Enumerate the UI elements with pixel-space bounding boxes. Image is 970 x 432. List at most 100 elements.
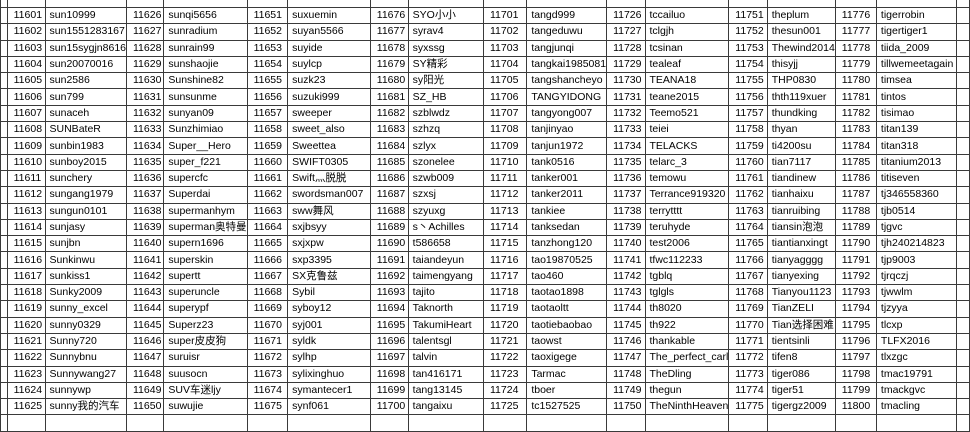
username-cell[interactable]: Sybil — [287, 284, 371, 302]
username-cell[interactable]: taowst — [526, 332, 608, 351]
username-cell[interactable]: tangaixu — [407, 398, 485, 416]
id-cell[interactable]: 11651 — [246, 6, 289, 25]
empty-cell[interactable] — [0, 137, 8, 155]
empty-cell[interactable] — [44, 414, 128, 432]
id-cell[interactable]: 11773 — [728, 365, 768, 383]
id-cell[interactable]: 11779 — [834, 55, 877, 74]
empty-cell[interactable] — [955, 153, 970, 171]
empty-cell[interactable] — [0, 316, 8, 334]
empty-cell[interactable] — [955, 365, 970, 383]
username-cell[interactable]: taotiebaobao — [526, 316, 608, 334]
id-cell[interactable]: 11696 — [369, 332, 409, 351]
username-cell[interactable]: Sunkinwu — [44, 251, 128, 269]
username-cell[interactable]: tank0516 — [526, 153, 608, 171]
username-cell[interactable]: suzk23 — [287, 72, 371, 90]
id-cell[interactable]: 11752 — [728, 23, 768, 41]
empty-cell[interactable] — [644, 0, 730, 9]
id-cell[interactable]: 11720 — [482, 316, 528, 334]
username-cell[interactable]: supern1696 — [163, 235, 248, 253]
username-cell[interactable]: teruhyde — [644, 218, 730, 237]
empty-cell[interactable] — [955, 235, 970, 253]
id-cell[interactable]: 11657 — [246, 104, 289, 123]
username-cell[interactable]: tanker2011 — [526, 186, 608, 204]
id-cell[interactable]: 11632 — [125, 104, 165, 123]
id-cell[interactable]: 11646 — [125, 332, 165, 351]
username-cell[interactable]: ti4200su — [766, 137, 836, 155]
username-cell[interactable]: sunradium — [163, 23, 248, 41]
username-cell[interactable]: suylcp — [287, 55, 371, 74]
username-cell[interactable]: tigerrobin — [875, 6, 957, 25]
username-cell[interactable]: titanium2013 — [875, 153, 957, 171]
id-cell[interactable]: 11630 — [125, 72, 165, 90]
username-cell[interactable]: sunsunme — [163, 88, 248, 106]
username-cell[interactable]: taotao1898 — [526, 284, 608, 302]
username-cell[interactable]: tian7117 — [766, 153, 836, 171]
username-cell[interactable]: thesun001 — [766, 23, 836, 41]
id-cell[interactable]: 11798 — [834, 365, 877, 383]
username-cell[interactable]: Tian选择困难 — [766, 316, 836, 334]
username-cell[interactable]: taiandeyun — [407, 251, 485, 269]
id-cell[interactable]: 11611 — [6, 169, 46, 188]
id-cell[interactable]: 11786 — [834, 169, 877, 188]
username-cell[interactable]: tianruibing — [766, 202, 836, 220]
username-cell[interactable]: tlcxp — [875, 316, 957, 334]
username-cell[interactable]: tj346558360 — [875, 186, 957, 204]
id-cell[interactable]: 11679 — [369, 55, 409, 74]
empty-cell[interactable] — [955, 414, 970, 432]
id-cell[interactable]: 11661 — [246, 169, 289, 188]
id-cell[interactable]: 11648 — [125, 365, 165, 383]
username-cell[interactable]: tmacling — [875, 398, 957, 416]
username-cell[interactable]: sxp3395 — [287, 251, 371, 269]
username-cell[interactable]: th922 — [644, 316, 730, 334]
empty-cell[interactable] — [875, 0, 957, 9]
username-cell[interactable]: sunnywp — [44, 381, 128, 400]
id-cell[interactable]: 11718 — [482, 284, 528, 302]
username-cell[interactable]: temowu — [644, 169, 730, 188]
id-cell[interactable]: 11682 — [369, 104, 409, 123]
username-cell[interactable]: szxsj — [407, 186, 485, 204]
id-cell[interactable]: 11670 — [246, 316, 289, 334]
username-cell[interactable]: SUV车迷ljy — [163, 381, 248, 400]
id-cell[interactable]: 11659 — [246, 137, 289, 155]
id-cell[interactable]: 11790 — [834, 235, 877, 253]
id-cell[interactable]: 11665 — [246, 235, 289, 253]
username-cell[interactable]: tjgvc — [875, 218, 957, 237]
empty-cell[interactable] — [955, 186, 970, 204]
id-cell[interactable]: 11680 — [369, 72, 409, 90]
empty-cell[interactable] — [246, 414, 289, 432]
id-cell[interactable]: 11642 — [125, 267, 165, 286]
id-cell[interactable]: 11770 — [728, 316, 768, 334]
id-cell[interactable]: 11656 — [246, 88, 289, 106]
id-cell[interactable]: 11660 — [246, 153, 289, 171]
username-cell[interactable]: tjwwlm — [875, 284, 957, 302]
id-cell[interactable]: 11724 — [482, 381, 528, 400]
id-cell[interactable]: 11617 — [6, 267, 46, 286]
id-cell[interactable]: 11793 — [834, 284, 877, 302]
username-cell[interactable]: TheNinthHeaven — [644, 398, 730, 416]
id-cell[interactable]: 11674 — [246, 381, 289, 400]
username-cell[interactable]: sunaceh — [44, 104, 128, 123]
id-cell[interactable]: 11694 — [369, 300, 409, 318]
id-cell[interactable]: 11672 — [246, 349, 289, 367]
id-cell[interactable]: 11742 — [606, 267, 646, 286]
username-cell[interactable]: tajito — [407, 284, 485, 302]
username-cell[interactable]: The_perfect_carl — [644, 349, 730, 367]
id-cell[interactable]: 11703 — [482, 39, 528, 57]
id-cell[interactable]: 11730 — [606, 72, 646, 90]
id-cell[interactable]: 11638 — [125, 202, 165, 220]
empty-cell[interactable] — [0, 349, 8, 367]
username-cell[interactable]: Sunzhimiao — [163, 121, 248, 139]
id-cell[interactable]: 11653 — [246, 39, 289, 57]
id-cell[interactable]: 11603 — [6, 39, 46, 57]
id-cell[interactable]: 11727 — [606, 23, 646, 41]
username-cell[interactable]: sunboy2015 — [44, 153, 128, 171]
username-cell[interactable]: sunchery — [44, 169, 128, 188]
id-cell[interactable]: 11734 — [606, 137, 646, 155]
id-cell[interactable]: 11707 — [482, 104, 528, 123]
empty-cell[interactable] — [0, 218, 8, 237]
id-cell[interactable]: 11775 — [728, 398, 768, 416]
id-cell[interactable]: 11681 — [369, 88, 409, 106]
username-cell[interactable]: suzuki999 — [287, 88, 371, 106]
username-cell[interactable]: super皮皮狗 — [163, 332, 248, 351]
id-cell[interactable]: 11606 — [6, 88, 46, 106]
